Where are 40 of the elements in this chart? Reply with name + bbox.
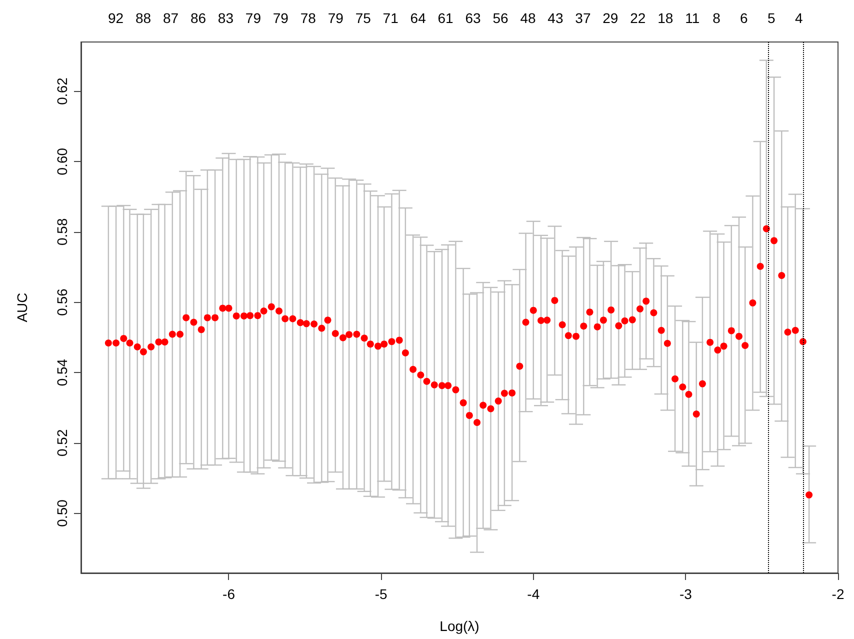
- text: 79: [272, 10, 289, 26]
- y-tick-label: 0.54: [54, 358, 70, 386]
- text: 56: [492, 10, 509, 26]
- text: 92: [108, 10, 124, 26]
- y-tick-label: 0.56: [54, 288, 70, 316]
- text: 71: [382, 10, 399, 26]
- text: 4: [794, 10, 803, 26]
- text: 5: [768, 10, 776, 26]
- text: 79: [245, 10, 262, 26]
- x-axis-title: Log(λ): [440, 618, 480, 634]
- x-tick-label: -5: [374, 586, 388, 602]
- text: 43: [548, 10, 564, 26]
- y-axis-title: AUC: [14, 292, 30, 322]
- text: 18: [658, 10, 674, 26]
- text: 29: [602, 10, 618, 26]
- text: 64: [410, 10, 426, 26]
- x-tick-label: -6: [222, 586, 236, 602]
- text: 88: [135, 10, 152, 26]
- text: 8: [712, 10, 721, 26]
- y-tick-label: 0.62: [54, 77, 70, 105]
- x-tick-label: -4: [527, 586, 540, 602]
- x-tick-label: -3: [679, 586, 692, 602]
- text: 61: [438, 10, 454, 26]
- text: 87: [162, 10, 179, 26]
- y-tick-label: 0.50: [54, 499, 70, 527]
- text: 86: [190, 10, 206, 26]
- text: 37: [575, 10, 591, 26]
- text: 48: [520, 10, 536, 26]
- text: 11: [685, 10, 700, 26]
- text: 78: [300, 10, 316, 26]
- text: 6: [740, 10, 748, 26]
- text: 22: [630, 10, 646, 26]
- text: 79: [328, 10, 344, 26]
- text: 75: [355, 10, 372, 26]
- x-tick-label: -2: [832, 586, 844, 602]
- y-tick-label: 0.52: [54, 429, 70, 457]
- y-tick-label: 0.58: [54, 218, 70, 246]
- text: 63: [465, 10, 482, 26]
- y-tick-label: 0.60: [54, 148, 70, 176]
- text: 83: [218, 10, 234, 26]
